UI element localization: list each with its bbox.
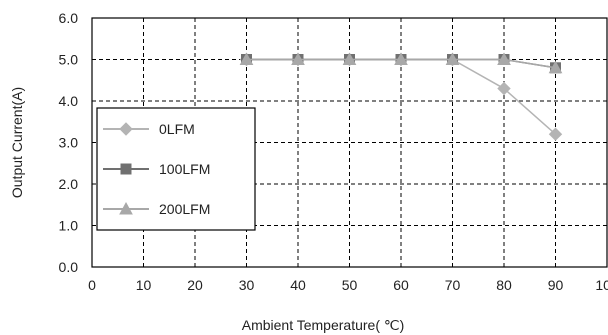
y-tick-label: 0.0 bbox=[59, 259, 79, 275]
legend-item: 200LFM bbox=[103, 201, 210, 217]
x-tick-label: 60 bbox=[393, 277, 409, 293]
data-point-diamond bbox=[548, 127, 563, 141]
legend-label: 200LFM bbox=[159, 201, 210, 217]
x-tick-label: 70 bbox=[445, 277, 461, 293]
x-tick-label: 50 bbox=[342, 277, 358, 293]
x-tick-label: 80 bbox=[496, 277, 512, 293]
legend-marker-diamond bbox=[119, 122, 133, 136]
data-point-diamond bbox=[497, 81, 511, 96]
legend: 0LFM 100LFM 200LFM bbox=[96, 107, 256, 231]
x-tick-label: 20 bbox=[187, 277, 203, 293]
y-axis-label: Output Current(A) bbox=[9, 87, 25, 198]
series-layer bbox=[239, 52, 563, 141]
x-tick-label: 40 bbox=[290, 277, 306, 293]
x-tick-label: 100 bbox=[595, 277, 608, 293]
legend-label: 100LFM bbox=[159, 161, 210, 177]
x-axis-label: Ambient Temperature( ℃) bbox=[242, 317, 405, 333]
y-tick-label: 6.0 bbox=[59, 10, 79, 26]
y-tick-label: 5.0 bbox=[59, 52, 79, 68]
y-tick-label: 4.0 bbox=[59, 93, 79, 109]
plot-area-frame bbox=[91, 17, 608, 268]
x-tick-label: 0 bbox=[88, 277, 96, 293]
legend-marker-triangle bbox=[119, 201, 133, 215]
y-tick-label: 2.0 bbox=[59, 176, 79, 192]
data-point-triangle bbox=[497, 52, 511, 65]
y-tick-labels: 0.0 1.0 2.0 3.0 4.0 5.0 6.0 bbox=[59, 10, 79, 275]
legend-item: 0LFM bbox=[103, 121, 195, 137]
legend-label: 0LFM bbox=[159, 121, 195, 137]
x-tick-label: 90 bbox=[548, 277, 564, 293]
y-tick-label: 3.0 bbox=[59, 135, 79, 151]
data-point-triangle bbox=[548, 60, 563, 74]
series-200lfm bbox=[239, 52, 563, 74]
data-point-triangle bbox=[342, 52, 357, 65]
x-tick-label: 10 bbox=[136, 277, 152, 293]
x-tick-label: 30 bbox=[239, 277, 255, 293]
data-point-triangle bbox=[445, 52, 460, 65]
y-tick-label: 1.0 bbox=[59, 218, 79, 234]
data-point-triangle bbox=[239, 52, 254, 65]
data-point-triangle bbox=[291, 52, 305, 65]
legend-marker-square bbox=[120, 163, 132, 175]
x-tick-labels: 0 10 20 30 40 50 60 70 80 90 100 bbox=[88, 277, 608, 293]
legend-item: 100LFM bbox=[103, 161, 210, 177]
data-point-triangle bbox=[394, 52, 408, 65]
legend-items: 0LFM 100LFM 200LFM bbox=[103, 121, 210, 217]
